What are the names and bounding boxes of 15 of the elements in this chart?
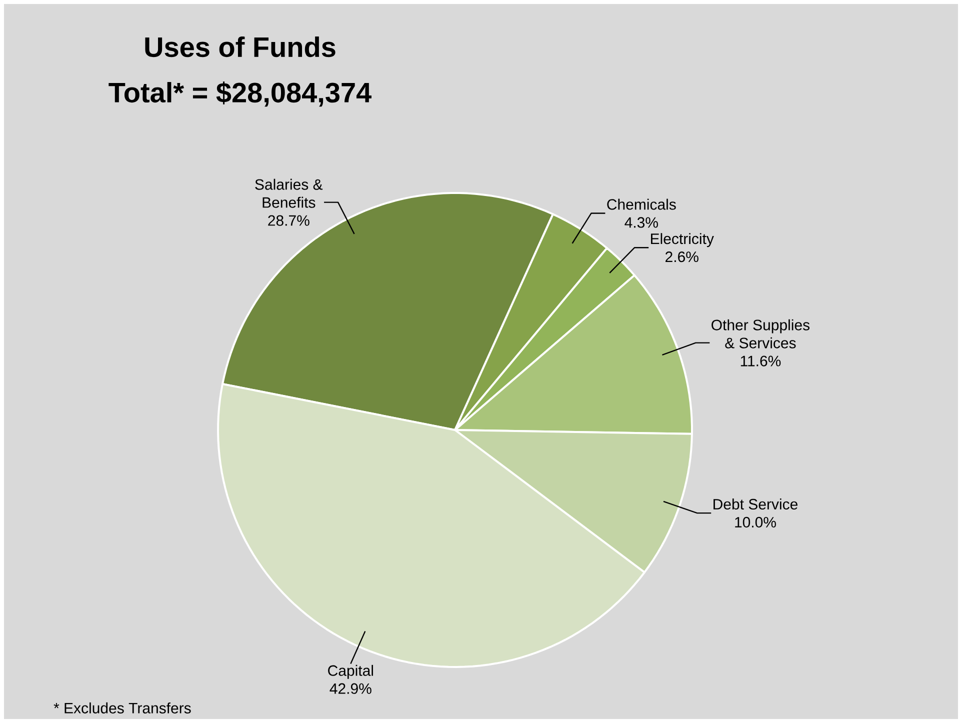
data-label: 42.9% [330, 683, 372, 694]
slice-label: Chemicals [607, 198, 676, 210]
slice-label: Capital [328, 664, 373, 679]
chart-title: Uses of Funds [145, 36, 336, 58]
data-label: 11.6% [740, 356, 781, 366]
slice-label: Debt Service [714, 498, 798, 510]
slice-label: Other Supplies & Services [712, 319, 810, 348]
text: * Excludes Transfers [54, 702, 191, 714]
slice-label: Electricity [651, 233, 714, 248]
slice-label: Salaries & Benefits [255, 178, 323, 208]
data-label: 28.7% [268, 215, 310, 226]
data-label: 2.6% [666, 251, 698, 262]
chart-subtitle: Total* = $28,084,374 [108, 82, 372, 107]
data-label: 4.3% [624, 217, 658, 228]
data-label: 10.0% [735, 516, 776, 528]
